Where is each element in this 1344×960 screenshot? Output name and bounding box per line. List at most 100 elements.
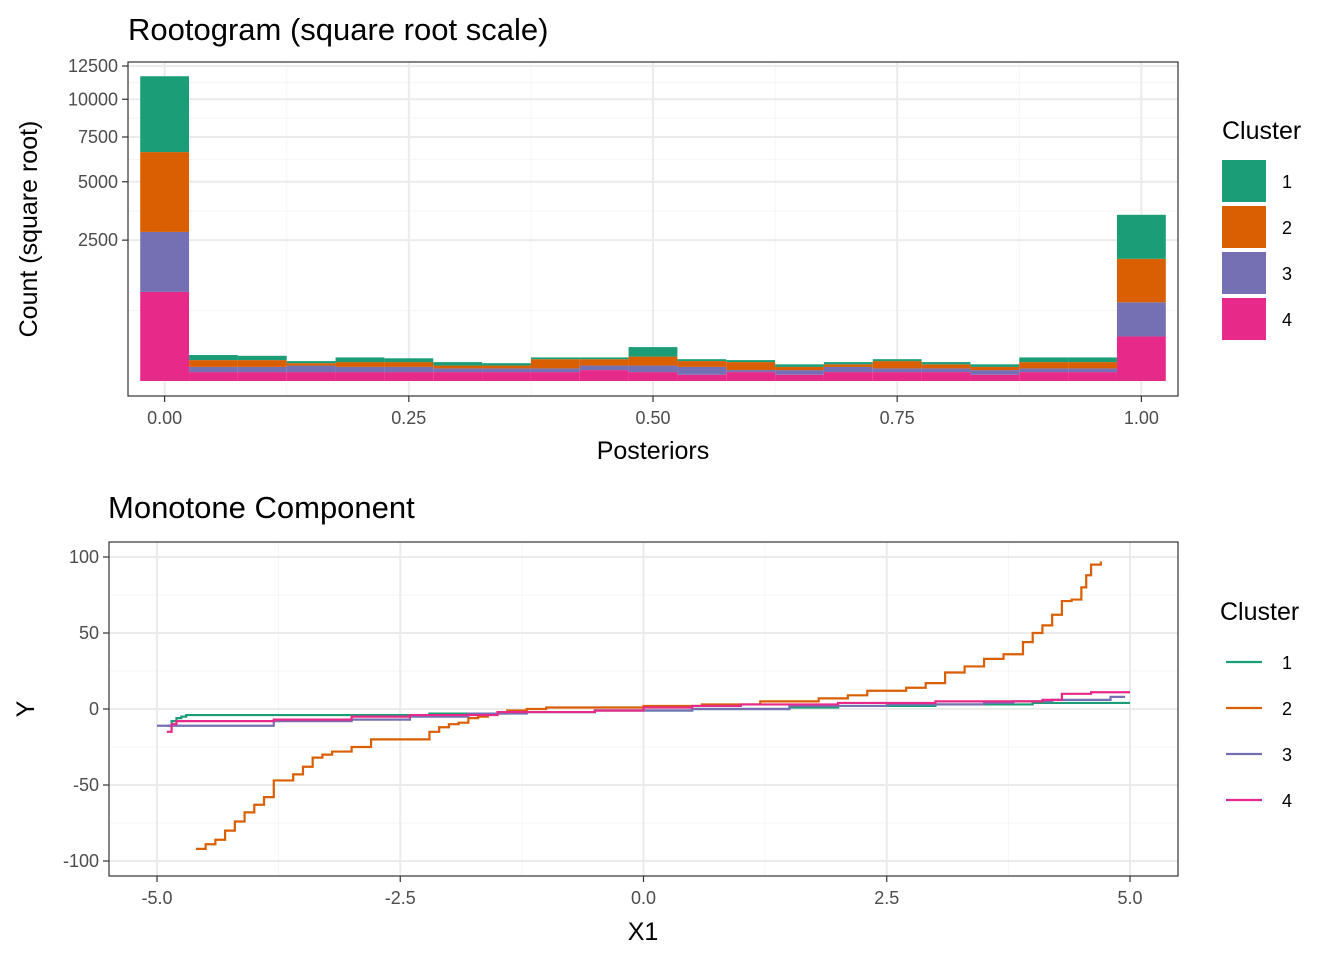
bar-cluster-1 — [726, 360, 776, 363]
bar-cluster-2 — [823, 364, 873, 367]
x-tick-label: 0.50 — [635, 408, 670, 428]
bar-cluster-1 — [335, 357, 385, 363]
rootogram-x-axis-title: Posteriors — [597, 437, 710, 465]
bar-cluster-2 — [482, 365, 531, 369]
bar-cluster-3 — [921, 368, 971, 373]
bar-cluster-3 — [482, 368, 531, 373]
monotone-y-axis-title: Y — [12, 700, 40, 717]
monotone-x-axis: -5.0 -2.5 0.0 2.5 5.0 — [141, 876, 1143, 908]
legend-label-cluster-4: 4 — [1282, 310, 1292, 330]
monotone-y-axis: -100 -50 0 50 100 — [63, 547, 109, 871]
bar-cluster-2 — [1019, 362, 1069, 369]
rootogram-title: Rootogram (square root scale) — [128, 12, 548, 47]
x-tick-label: 0.75 — [880, 408, 915, 428]
bar-cluster-4 — [335, 372, 385, 381]
bar-cluster-2 — [677, 361, 727, 367]
bar-cluster-1 — [189, 355, 238, 361]
bar-cluster-1 — [433, 362, 483, 366]
x-tick-label: 0.25 — [391, 408, 426, 428]
legend-label-cluster-2: 2 — [1282, 699, 1292, 719]
bar-cluster-1 — [970, 364, 1020, 367]
monotone-title: Monotone Component — [108, 490, 415, 525]
y-tick-label: 10000 — [68, 89, 118, 109]
bar-cluster-3 — [1116, 302, 1166, 337]
bar-cluster-4 — [237, 372, 287, 381]
legend-label-cluster-1: 1 — [1282, 653, 1292, 673]
bar-cluster-4 — [1019, 372, 1069, 381]
bar-cluster-3 — [286, 365, 336, 373]
bar-cluster-4 — [921, 372, 971, 381]
bar-cluster-2 — [433, 365, 483, 369]
rootogram-legend: Cluster 1 2 3 4 — [1222, 117, 1301, 340]
bar-cluster-3 — [970, 370, 1020, 375]
bar-cluster-1 — [1068, 357, 1117, 363]
y-tick-label: 0 — [89, 699, 99, 719]
bar-cluster-2 — [140, 152, 190, 232]
legend-key-cluster-1 — [1222, 160, 1266, 202]
rootogram-chart: Rootogram (square root scale) 0.00 0.25 0.… — [15, 12, 1301, 465]
bar-cluster-2 — [335, 362, 385, 367]
bar-cluster-1 — [530, 357, 580, 360]
x-tick-label: 0.00 — [147, 408, 182, 428]
rootogram-y-axis-title: Count (square root) — [15, 121, 43, 338]
bar-cluster-1 — [237, 355, 287, 361]
y-tick-label: -100 — [63, 851, 99, 871]
bar-cluster-2 — [286, 363, 336, 366]
y-tick-label: 7500 — [78, 127, 118, 147]
bar-cluster-4 — [189, 372, 238, 381]
bar-cluster-1 — [482, 363, 531, 366]
bar-cluster-2 — [970, 366, 1020, 371]
bar-cluster-2 — [237, 360, 287, 367]
monotone-chart: Monotone Component -5.0 -2.5 0.0 2.5 5.0 -10… — [12, 490, 1299, 946]
x-tick-label: 2.5 — [874, 888, 899, 908]
monotone-gridlines — [109, 542, 1178, 876]
bar-cluster-4 — [286, 372, 336, 381]
legend-label-cluster-4: 4 — [1282, 791, 1292, 811]
rootogram-x-axis: 0.00 0.25 0.50 0.75 1.00 — [147, 396, 1159, 428]
bar-cluster-3 — [579, 365, 629, 371]
rootogram-legend-title: Cluster — [1222, 117, 1301, 145]
bar-cluster-1 — [628, 347, 678, 357]
bar-cluster-3 — [775, 370, 824, 375]
bar-cluster-3 — [433, 368, 483, 373]
bar-cluster-3 — [872, 368, 922, 373]
y-tick-label: 2500 — [78, 230, 118, 250]
bar-cluster-3 — [335, 366, 385, 373]
bar-cluster-4 — [433, 372, 483, 381]
monotone-legend-title: Cluster — [1220, 598, 1299, 626]
legend-label-cluster-1: 1 — [1282, 172, 1292, 192]
bar-cluster-1 — [872, 359, 922, 362]
y-tick-label: 12500 — [68, 56, 118, 76]
bar-cluster-3 — [530, 368, 580, 373]
bar-cluster-3 — [140, 231, 190, 292]
bar-cluster-1 — [1116, 214, 1166, 259]
bar-cluster-1 — [140, 76, 190, 153]
bar-cluster-3 — [189, 366, 238, 373]
y-tick-label: 5000 — [78, 172, 118, 192]
bar-cluster-4 — [823, 372, 873, 381]
bar-cluster-3 — [726, 370, 776, 373]
legend-key-cluster-3 — [1222, 252, 1266, 294]
bar-cluster-4 — [140, 291, 190, 381]
bar-cluster-4 — [677, 374, 727, 381]
bar-cluster-1 — [384, 358, 434, 363]
line-cluster-2 — [195, 561, 1102, 850]
bar-cluster-3 — [823, 366, 873, 373]
bar-cluster-4 — [872, 372, 922, 381]
bar-cluster-4 — [579, 370, 629, 381]
legend-label-cluster-3: 3 — [1282, 264, 1292, 284]
x-tick-label: 5.0 — [1117, 888, 1142, 908]
bar-cluster-1 — [921, 362, 971, 365]
bar-cluster-2 — [1116, 258, 1166, 303]
bar-cluster-1 — [775, 364, 824, 367]
bar-cluster-2 — [872, 361, 922, 369]
rootogram-bars — [140, 76, 1166, 381]
bar-cluster-2 — [579, 359, 629, 366]
line-cluster-4 — [166, 691, 1130, 733]
bar-cluster-4 — [1116, 336, 1166, 381]
bar-cluster-1 — [1019, 357, 1069, 363]
bar-cluster-4 — [530, 372, 580, 381]
bar-cluster-2 — [775, 366, 824, 371]
legend-label-cluster-2: 2 — [1282, 218, 1292, 238]
